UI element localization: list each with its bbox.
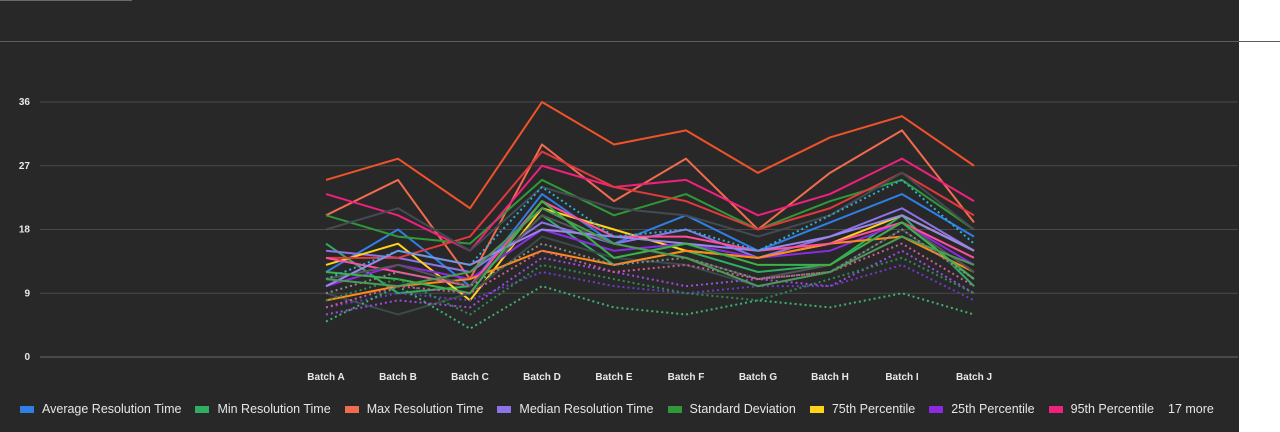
x-tick-label: Batch F bbox=[668, 372, 705, 383]
legend-item[interactable]: Median Resolution Time bbox=[497, 402, 654, 416]
legend-label: Average Resolution Time bbox=[42, 402, 182, 416]
series-line-8[interactable] bbox=[325, 101, 975, 210]
legend-swatch bbox=[1048, 405, 1063, 413]
series-line-17[interactable] bbox=[325, 178, 975, 281]
x-tick-label: Batch J bbox=[956, 372, 992, 383]
series-line-9[interactable] bbox=[326, 150, 975, 259]
legend-item[interactable]: 75th Percentile bbox=[809, 402, 916, 416]
series-line-12[interactable] bbox=[325, 235, 975, 302]
legend-item[interactable]: 25th Percentile bbox=[929, 402, 1035, 416]
legend-label: Max Resolution Time bbox=[366, 402, 484, 416]
legend-item[interactable]: Average Resolution Time bbox=[20, 402, 181, 416]
series-line-23[interactable] bbox=[325, 242, 975, 309]
y-tick-label: 0 bbox=[24, 352, 30, 363]
legend-item[interactable]: Max Resolution Time bbox=[344, 402, 484, 416]
series-line-15[interactable] bbox=[325, 214, 975, 288]
legend-swatch bbox=[195, 405, 210, 413]
x-tick-label: Batch H bbox=[811, 372, 849, 383]
x-tick-label: Batch D bbox=[523, 372, 561, 383]
legend-swatch bbox=[667, 405, 682, 413]
legend-swatch bbox=[809, 405, 824, 413]
y-tick-label: 18 bbox=[19, 225, 31, 236]
legend-swatch bbox=[929, 405, 944, 413]
x-tick-label: Batch A bbox=[307, 372, 344, 383]
x-axis-ticks: Batch A Batch B Batch C Batch D Batch E Batch… bbox=[307, 372, 992, 383]
y-tick-label: 27 bbox=[19, 161, 31, 172]
legend-swatch bbox=[497, 405, 512, 413]
y-tick-label: 9 bbox=[24, 288, 30, 299]
series-line-18[interactable] bbox=[325, 249, 975, 316]
x-tick-label: Batch I bbox=[885, 372, 919, 383]
series-line-21[interactable] bbox=[325, 256, 975, 316]
x-tick-label: Batch C bbox=[451, 372, 489, 383]
series-line-6[interactable] bbox=[325, 221, 975, 288]
series-lines bbox=[325, 101, 975, 330]
x-tick-label: Batch G bbox=[739, 372, 778, 383]
top-strip bbox=[0, 0, 132, 1]
legend-more-button[interactable]: 17 more bbox=[1168, 402, 1214, 416]
x-tick-label: Batch B bbox=[379, 372, 417, 383]
legend-item[interactable]: 95th Percentile bbox=[1048, 402, 1155, 416]
legend-label: Median Resolution Time bbox=[519, 402, 654, 416]
series-line-19[interactable] bbox=[325, 263, 975, 309]
y-axis-ticks: 0 9 18 27 36 bbox=[19, 97, 31, 363]
series-line-10[interactable] bbox=[325, 171, 975, 252]
series-line-7[interactable] bbox=[325, 157, 975, 252]
header-divider bbox=[0, 41, 1280, 42]
legend-item[interactable]: Standard Deviation bbox=[667, 402, 796, 416]
chart-panel bbox=[0, 0, 1239, 432]
legend-label: Standard Deviation bbox=[689, 402, 796, 416]
legend-item[interactable]: Min Resolution Time bbox=[195, 402, 331, 416]
legend-label: 25th Percentile bbox=[951, 402, 1035, 416]
series-line-11[interactable] bbox=[325, 228, 975, 316]
x-tick-label: Batch E bbox=[595, 372, 633, 383]
y-tick-label: 36 bbox=[19, 97, 31, 108]
legend: Average Resolution Time Min Resolution Ti… bbox=[20, 399, 1214, 419]
legend-swatch bbox=[20, 405, 34, 413]
legend-label: 95th Percentile bbox=[1070, 402, 1155, 416]
legend-label: 75th Percentile bbox=[831, 402, 916, 416]
grid-lines bbox=[40, 101, 1238, 358]
series-line-24[interactable] bbox=[325, 207, 975, 288]
legend-swatch bbox=[344, 405, 359, 413]
legend-label: Min Resolution Time bbox=[217, 402, 331, 416]
